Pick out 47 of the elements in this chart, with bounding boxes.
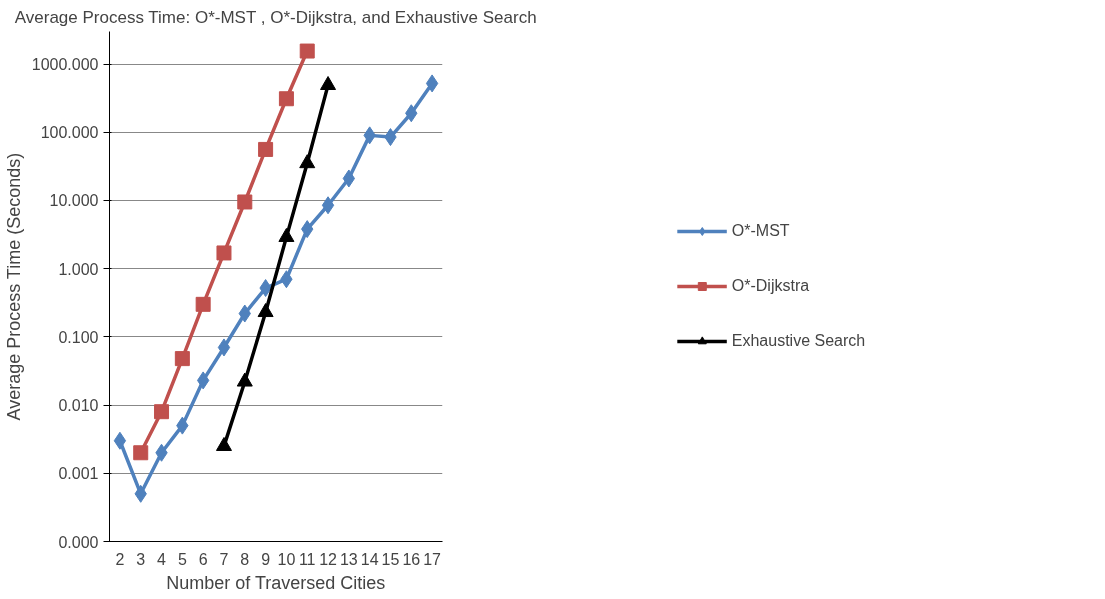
x-tick-label: 4 — [157, 550, 167, 568]
x-tick-label: 10 — [277, 550, 296, 568]
point — [342, 169, 356, 188]
point — [217, 338, 231, 357]
y-axis-title: Average Process Time (Seconds) — [3, 152, 24, 421]
x-tick-label: 13 — [339, 550, 358, 568]
y-tick-label: 0.001 — [58, 465, 99, 483]
point — [299, 43, 315, 59]
point — [321, 196, 335, 215]
y-tick-label: 0.000 — [58, 533, 99, 551]
chart-title: Average Process Time: O*-MST , O*-Dijkstra, and Exhaustive Search — [14, 7, 537, 27]
x-tick-label: 14 — [360, 550, 379, 568]
x-tick-label: 16 — [402, 550, 421, 568]
point — [278, 91, 294, 107]
point — [237, 194, 253, 210]
x-tick-label: 9 — [261, 550, 271, 568]
point — [195, 296, 211, 312]
y-tick-label: 1.000 — [58, 260, 99, 278]
x-tick-label: 11 — [298, 550, 316, 568]
point — [257, 303, 274, 318]
point — [113, 431, 127, 450]
x-tick-label: 2 — [115, 550, 125, 568]
x-tick-label: 15 — [381, 550, 400, 568]
x-tick-label: 17 — [423, 550, 442, 568]
point — [174, 351, 190, 367]
y-tick-label: 1000.000 — [31, 56, 99, 74]
x-tick-label: 7 — [219, 550, 229, 568]
y-tick-label: 100.000 — [40, 124, 99, 142]
legend-label: Exhaustive Search — [731, 332, 866, 350]
point — [299, 154, 316, 169]
x-tick-label: 8 — [240, 550, 250, 568]
x-tick-label: 3 — [136, 550, 146, 568]
y-tick-label: 10.000 — [49, 192, 99, 210]
point — [258, 141, 274, 157]
x-tick-label: 12 — [319, 550, 338, 568]
x-tick-label: 5 — [177, 550, 187, 568]
y-tick-label: 0.010 — [58, 397, 99, 415]
x-tick-label: 6 — [198, 550, 208, 568]
point — [216, 245, 232, 261]
legend-label: O*-Dijkstra — [731, 277, 810, 295]
y-tick-label: 0.100 — [58, 328, 99, 346]
legend-label: O*-MST — [731, 222, 790, 240]
x-axis-title: Number of Traversed Cities — [166, 572, 386, 593]
point — [154, 404, 170, 420]
point — [425, 74, 439, 93]
point — [196, 371, 210, 390]
point — [133, 445, 149, 461]
